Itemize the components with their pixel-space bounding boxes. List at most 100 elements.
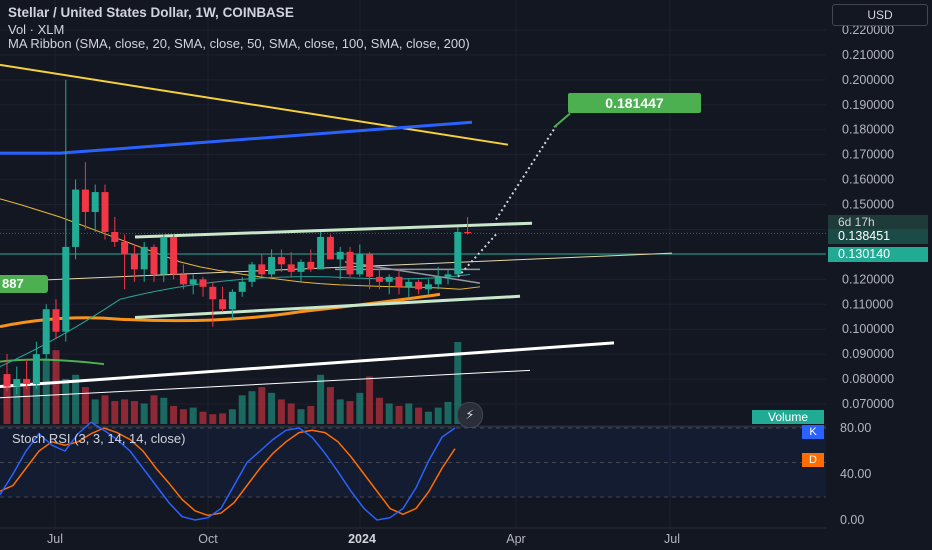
candle-body [395,276,403,287]
candle [42,304,50,360]
trendline-drawings[interactable] [0,112,826,399]
candle [189,274,197,295]
volume-bar [170,405,178,424]
candle-body [32,354,40,385]
target-pointer [553,112,571,128]
volume-bar [228,409,236,424]
candle-body [238,281,246,292]
candle [150,244,158,282]
volume-bar [219,413,227,424]
price-tick-label: 0.070000 [842,397,894,411]
price-tick-label: 0.190000 [842,98,894,112]
volume-bar [23,378,31,424]
volume-bars [3,342,462,424]
stoch-rsi-pane [0,421,826,521]
volume-bar [189,407,197,424]
candle-body [317,236,325,270]
candle [258,254,266,277]
price-tick-label: 0.080000 [842,372,894,386]
ma-ribbon-legend[interactable]: MA Ribbon (SMA, close, 20, SMA, close, 5… [8,36,470,51]
stoch-tick-label: 0.00 [840,513,864,527]
projection-dotted-line [495,125,557,221]
candle-body [111,231,119,242]
candle [179,264,187,290]
lightning-icon[interactable]: ⚡ [457,402,483,428]
volume-bar [444,401,452,424]
volume-bar [375,397,383,424]
volume-badge: Volume [752,410,824,424]
price-tick-label: 0.150000 [842,198,894,212]
candle [385,274,393,295]
candle-body [366,254,374,277]
candle [91,184,99,232]
candle-body [130,254,138,270]
candle-body [81,189,89,213]
candle-body [101,192,109,232]
volume-bar [140,403,148,424]
candle-body [297,261,305,272]
candle [13,366,21,395]
stoch-k-badge: K [802,425,824,439]
volume-bar [415,407,423,424]
stoch-axis[interactable]: 80.00 40.00 0.00 [840,421,871,527]
candle-body [13,379,21,387]
price-tick-label: 0.100000 [842,322,894,336]
candle-body [434,276,442,285]
candle [52,299,60,340]
symbol-title[interactable]: Stellar / United States Dollar, 1W, COIN… [8,5,294,20]
candle [209,281,217,327]
stoch-rsi-legend[interactable]: Stoch RSI (3, 3, 14, 14, close) [12,431,186,446]
candle-body [3,374,11,387]
candle-body [346,251,354,275]
support-trendline [0,341,615,389]
candle [464,217,472,235]
candles[interactable] [3,79,472,395]
volume-bar [317,374,325,424]
candle [140,241,148,282]
candle [434,266,442,290]
candle-body [258,264,266,275]
stoch-k-line [0,421,456,521]
currency-button[interactable]: USD [832,4,928,26]
candle-body [52,309,60,332]
time-axis[interactable]: Jul Oct 2024 Apr Jul [0,527,826,550]
volume-bar [32,362,40,424]
time-tick-label: 2024 [348,532,376,546]
candle [199,276,207,297]
volume-bar [72,374,80,424]
horizontal-line-price-tag: 0.130140 [828,247,928,262]
candle [454,226,462,277]
volume-bar [326,387,334,424]
candle-body [464,231,472,234]
volume-bar [238,395,246,424]
candle [415,279,423,295]
candle-body [375,276,383,282]
candle-body [170,236,178,275]
candle-body [307,261,315,270]
candle [326,234,334,260]
volume-bar [160,397,168,424]
candle [444,269,452,285]
forecast-target-label[interactable]: 0.181447 [568,93,701,113]
candle-body [228,291,236,310]
volume-bar [248,391,256,424]
candle-body [454,231,462,275]
candle-body [287,264,295,272]
candle-body [42,309,50,355]
volume-bar [258,387,266,424]
left-price-label[interactable]: 887 [0,275,48,293]
time-tick-label: Jul [47,532,63,546]
volume-bar [268,392,276,424]
price-tick-label: 0.120000 [842,272,894,286]
volume-legend[interactable]: Vol · XLM [8,22,65,37]
time-tick-label: Oct [198,532,218,546]
time-tick-label: Jul [664,532,680,546]
volume-bar [395,405,403,424]
price-tick-label: 0.200000 [842,73,894,87]
stoch-d-badge: D [802,453,824,467]
volume-bar [101,395,109,424]
candle-body [326,236,334,260]
candle-body [140,246,148,270]
bar-countdown-tag: 6d 17h [828,215,928,230]
